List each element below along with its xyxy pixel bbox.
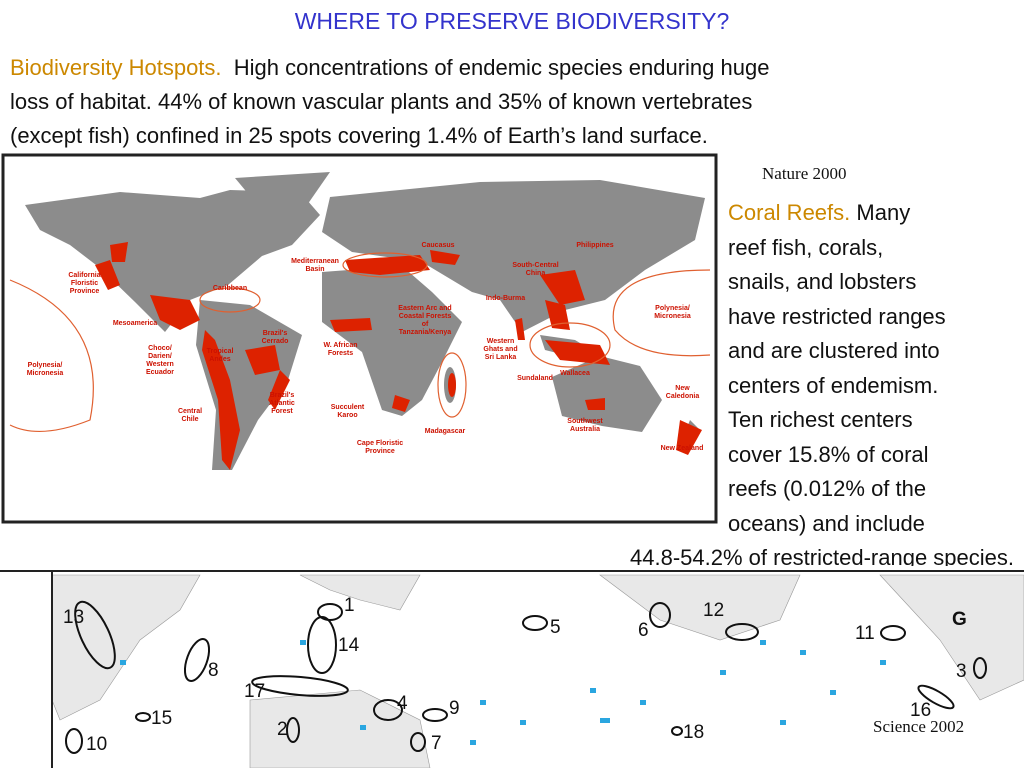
coral-line: have restricted ranges [728, 303, 946, 329]
map-label: W. African Forests [323, 342, 358, 357]
center-label: 7 [431, 733, 442, 754]
coral-line: snails, and lobsters [728, 269, 917, 294]
center-label: 14 [338, 635, 360, 656]
hotspot-map [1, 153, 718, 524]
hotspot-line: loss of habitat. 44% of known vascular p… [10, 89, 753, 114]
text: Many [856, 200, 911, 225]
map-label: Indo-Burma [485, 295, 526, 302]
coral-line: cover 15.8% of coral [728, 441, 929, 467]
map-label: Tropical Andes [206, 348, 234, 363]
center-label: 13 [63, 607, 85, 628]
source: Nature 2000 [762, 164, 847, 183]
map-label: Succulent Karoo [330, 404, 365, 419]
map-label: South-Central China [512, 262, 559, 277]
coral-heading: Coral Reefs. [728, 200, 851, 225]
text: High concentrations of endemic species e… [233, 55, 770, 80]
coral-line: 44.8-54.2% of restricted-range species. [630, 545, 1014, 570]
map-label: Wallacea [560, 370, 590, 377]
center-label: G [952, 609, 967, 630]
hotspot-heading: Biodiversity Hotspots. [10, 55, 222, 80]
center-label: 11 [855, 623, 875, 644]
map-label: Philippines [576, 242, 614, 249]
coral-line: reef fish, corals, [728, 234, 884, 260]
map-label: Madagascar [424, 428, 466, 435]
map-label: New Caledonia [665, 385, 700, 400]
title: WHERE TO PRESERVE BIODIVERSITY? [294, 8, 730, 34]
map-label: Brazil's Atlantic Forest [269, 392, 295, 415]
center-label: 18 [683, 722, 705, 743]
center-label: 1 [344, 595, 355, 616]
center-label: 4 [397, 693, 408, 714]
source: Science 2002 [873, 717, 965, 736]
map-label: Caribbean [212, 285, 248, 292]
coral-line: centers of endemism. [728, 372, 939, 398]
center-label: 9 [449, 698, 460, 719]
map-label: Polynesia/ Micronesia [654, 305, 691, 320]
coral-line: reefs (0.012% of the [728, 476, 927, 501]
map-label: New Zealand [660, 445, 704, 452]
map-label: Central Chile [177, 408, 203, 423]
map-label: Brazil's Cerrado [261, 330, 289, 345]
map-label: California Floristic Province [68, 272, 101, 295]
center-label: 6 [638, 620, 649, 641]
center-label: 12 [703, 600, 725, 621]
coral-line: Coral Reefs. Many [728, 200, 910, 226]
coral-map [0, 566, 1024, 768]
center-label: 2 [277, 719, 288, 740]
map-label: Western Ghats and Sri Lanka [483, 338, 518, 361]
center-label: 17 [244, 681, 266, 702]
coral-line: Ten richest centers [728, 407, 913, 432]
map-label: Choco/ Darien/ Western Ecuador [145, 345, 174, 376]
map-label: Cape Floristic Province [356, 440, 404, 455]
center-label: 10 [86, 734, 108, 755]
center-label: 16 [910, 700, 932, 721]
map-label: Mesoamerica [112, 320, 158, 327]
center-label: 8 [208, 660, 219, 681]
map-label: Mediterranean Basin [291, 258, 339, 273]
coral-line: oceans) and include [728, 510, 925, 536]
map-label: Eastern Arc and Coastal Forests of Tanza… [398, 305, 452, 336]
hotspot-line: Biodiversity Hotspots. High concentratio… [10, 55, 769, 81]
coral-line: and are clustered into [728, 338, 940, 363]
center-label: 15 [151, 708, 173, 729]
center-label: 3 [956, 661, 967, 682]
hotspot-line: (except fish) confined in 25 spots cover… [10, 123, 708, 148]
map-label: Caucasus [421, 242, 455, 249]
map-label: Polynesia/ Micronesia [26, 362, 64, 377]
map-label: Sundaland [517, 375, 553, 382]
center-label: 5 [550, 617, 561, 638]
map-label: Southwest Australia [567, 418, 603, 433]
